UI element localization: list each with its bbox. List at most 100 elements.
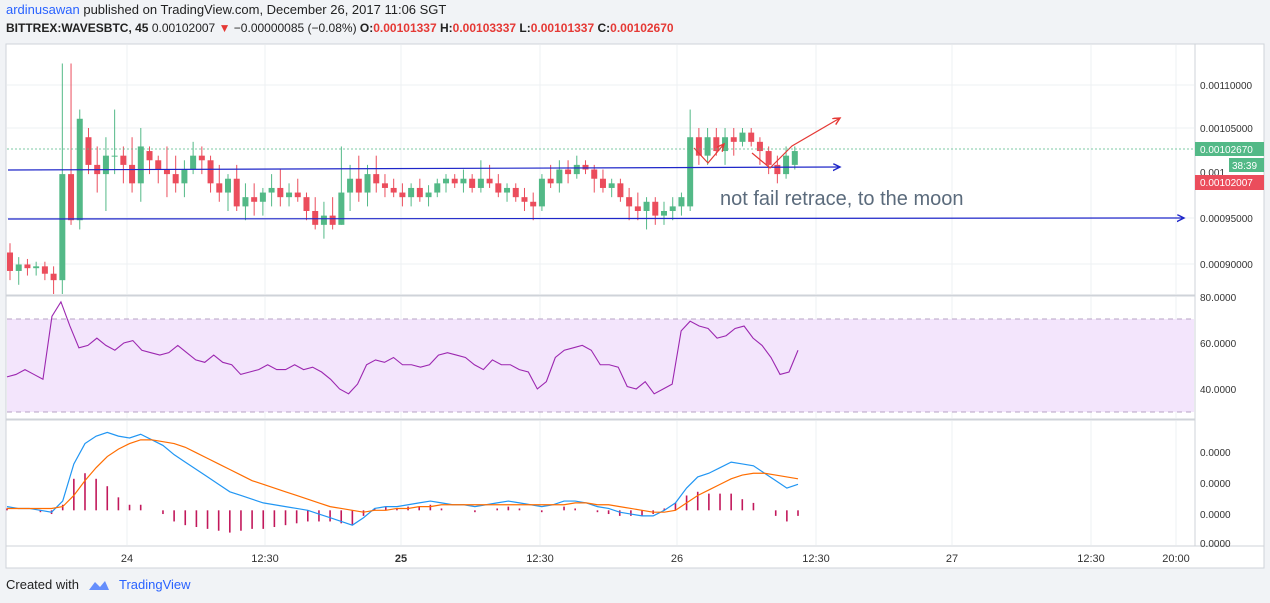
last-price: 0.00102007 [151, 21, 216, 35]
candle-body [748, 132, 755, 142]
candlestick-series [7, 63, 798, 294]
time-label-27: 27 [946, 553, 958, 565]
high-label: H: [440, 21, 453, 35]
lower-trendline[interactable] [7, 218, 1184, 219]
candle-body [678, 197, 685, 207]
tradingview-logo-icon [88, 580, 109, 590]
candle-body [355, 178, 362, 193]
candle-body [381, 183, 388, 188]
tradingview-link[interactable]: TradingView [118, 577, 191, 592]
candle-body [486, 178, 493, 184]
macd-label-3: 0.0000 [1200, 510, 1231, 521]
candle-body [146, 151, 153, 161]
candle-body [59, 174, 66, 281]
candle-body [469, 178, 476, 188]
signal-line [7, 439, 799, 513]
candle-body [390, 187, 397, 193]
candle-body [547, 178, 554, 184]
candle-body [425, 192, 432, 198]
candle-body [33, 266, 40, 269]
candle-body [85, 137, 92, 165]
candle-body [538, 178, 545, 207]
timer-badge [1229, 158, 1264, 172]
candle-body [15, 264, 22, 271]
time-label-1230-a: 12:30 [251, 553, 279, 565]
candle-body [347, 178, 354, 193]
time-label-24: 24 [121, 553, 133, 565]
low-value: 0.00101337 [530, 21, 595, 35]
candle-body [120, 155, 127, 165]
price-label-partial: 0.001 [1200, 168, 1225, 179]
macd-pane[interactable] [5, 419, 1196, 547]
rsi-line [6, 300, 799, 395]
candle-body [111, 155, 118, 157]
candle-body [791, 151, 798, 165]
candle-body [7, 252, 13, 271]
macd-line [6, 431, 799, 526]
time-label-1230-c: 12:30 [802, 553, 830, 565]
candle-body [198, 155, 205, 161]
candle-body [634, 206, 641, 211]
candle-body [661, 211, 667, 216]
time-label-2000: 20:00 [1162, 553, 1190, 565]
rsi-label-3: 40.0000 [1200, 385, 1237, 396]
candle-body [102, 155, 109, 175]
candle-body [155, 160, 162, 170]
candle-body [172, 174, 179, 184]
time-label-1230-b: 12:30 [526, 553, 554, 565]
candle-body [608, 183, 615, 188]
candle-body [765, 151, 772, 165]
candle-body [303, 197, 310, 211]
annotation-text[interactable]: not fail retrace, to the moon [720, 188, 963, 210]
low-label: L: [519, 21, 531, 35]
symbol-name[interactable]: BITTREX:WAVESBTC, 45 [6, 21, 149, 35]
candle-body [41, 266, 48, 274]
candle-body [477, 178, 484, 188]
candle-body [565, 169, 572, 175]
close-value: 0.00102670 [610, 21, 674, 35]
time-axis-area[interactable] [5, 545, 1265, 569]
close-label: C: [597, 21, 611, 35]
rsi-label-2: 60.0000 [1200, 339, 1237, 350]
candle-body [504, 187, 511, 193]
candle-body [730, 137, 737, 142]
close-badge-text: 0.00102670 [1200, 145, 1253, 156]
retrace-arrow[interactable] [693, 144, 724, 164]
candle-body [416, 187, 423, 198]
price-label-1: 0.00110000 [1200, 81, 1253, 92]
candle-body [617, 183, 624, 198]
author-link[interactable]: ardinusawan [6, 2, 80, 17]
candle-body [704, 137, 711, 156]
symbol-info-bar: BITTREX:WAVESBTC, 45 0.00102007 ▼ −0.000… [6, 21, 674, 35]
macd-label-2: 0.0000 [1200, 479, 1231, 490]
candle-body [225, 178, 231, 193]
close-badge [1195, 142, 1264, 156]
price-change: −0.00000085 (−0.08%) [233, 21, 357, 35]
candle-body [582, 164, 589, 170]
candle-body [399, 192, 406, 198]
candle-body [652, 201, 659, 216]
down-arrow-icon: ▼ [218, 21, 231, 35]
candle-body [739, 132, 746, 142]
retrace-arrow-2[interactable] [751, 118, 840, 169]
upper-trendline[interactable] [7, 167, 840, 170]
candle-body [207, 160, 214, 184]
price-label-3: 0.00095000 [1200, 214, 1253, 225]
candle-body [312, 211, 319, 225]
candle-body [268, 187, 275, 193]
macd-label-4: 0.0000 [1200, 539, 1231, 550]
price-axis-area[interactable] [1194, 43, 1265, 547]
candle-body [530, 201, 537, 207]
candle-body [50, 273, 57, 281]
candle-body [338, 192, 345, 225]
candle-body [443, 178, 449, 184]
candle-body [190, 155, 197, 170]
price-label-2: 0.00105000 [1200, 124, 1253, 135]
candle-body [722, 137, 729, 152]
candle-body [373, 174, 380, 184]
time-label-1230-d: 12:30 [1077, 553, 1105, 565]
price-label-4: 0.00090000 [1200, 260, 1253, 271]
candle-body [24, 264, 31, 269]
candle-body [129, 164, 136, 184]
